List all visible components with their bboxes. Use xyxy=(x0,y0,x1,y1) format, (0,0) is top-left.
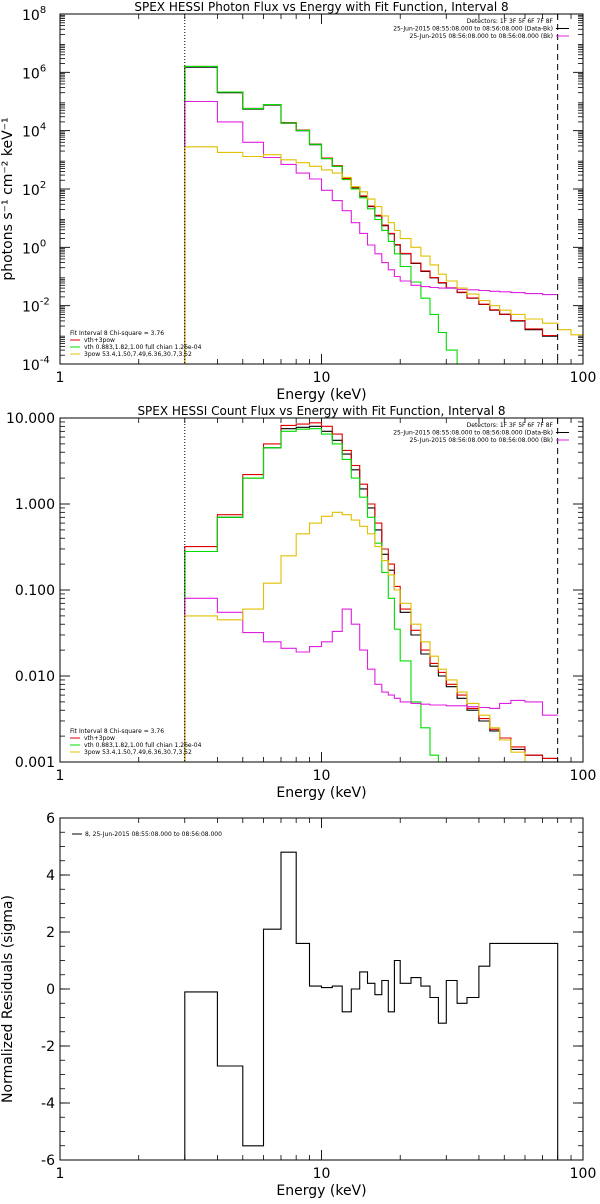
y-tick-label: 6 xyxy=(46,811,55,827)
x-tick-label: 10 xyxy=(313,1166,331,1182)
series-line-1 xyxy=(184,851,559,1160)
y-tick-base: 10 xyxy=(22,66,40,82)
legend-top-right-entry: Detectors: 1F 3F 5F 6F 7F 8F xyxy=(467,422,554,429)
series-line-3 xyxy=(184,428,558,762)
x-tick-label: 100 xyxy=(570,768,597,784)
series-line-4 xyxy=(184,597,558,762)
y-tick-label: 4 xyxy=(46,868,55,884)
legend-bottom-left-entry: vth+3pow xyxy=(84,337,115,344)
y-tick-label: 2 xyxy=(46,925,55,941)
y-tick-label: 1.000 xyxy=(15,497,55,513)
y-tick-label: -2 xyxy=(41,1039,55,1055)
x-tick-label: 1 xyxy=(56,370,65,386)
chart-title: SPEX HESSI Count Flux vs Energy with Fit… xyxy=(137,404,505,418)
y-tick-exponent: 4 xyxy=(40,122,46,133)
y-tick-label: 0.010 xyxy=(15,669,55,685)
y-tick-label: 0.100 xyxy=(15,583,55,599)
y-tick-label: -4 xyxy=(41,1096,55,1112)
legend-bottom-left-entry: Fit Interval 8 Chi-square = 3.76 xyxy=(70,330,164,337)
series-line-5 xyxy=(184,146,583,364)
x-tick-label: 100 xyxy=(570,1166,597,1182)
y-axis-label: Normalized Residuals (sigma) xyxy=(0,895,16,1103)
y-tick-label: 106 xyxy=(22,63,46,82)
y-tick-label: 10-4 xyxy=(22,355,50,374)
y-tick-base: 10 xyxy=(22,241,40,257)
y-tick-base: 10 xyxy=(22,125,40,141)
series-line-3 xyxy=(184,65,558,364)
x-axis-label: Energy (keV) xyxy=(276,387,366,403)
legend-bottom-left-entry: vth+3pow xyxy=(84,735,115,742)
plot-frame xyxy=(59,13,584,365)
y-tick-label: 100 xyxy=(22,238,46,257)
y-tick-label: 10.000 xyxy=(6,411,55,427)
legend-bottom-left-entry: vth 0.883,1.82,1.00 full chian 1.26e-04 xyxy=(84,344,202,351)
y-tick-exponent: -2 xyxy=(40,297,50,308)
y-tick-exponent: 0 xyxy=(40,238,46,249)
series-group xyxy=(184,65,583,364)
y-axis-label: photons s⁻¹ cm⁻² keV⁻¹ xyxy=(0,117,16,280)
x-axis-label: Energy (keV) xyxy=(276,785,366,801)
legend-bottom-left-entry: 3pow 53.4,1.50,7.49,6.36,30.7,3.52 xyxy=(84,749,192,756)
legend-top-right-entry: 25-Jun-2015 08:55:08.000 to 08:56:08.000… xyxy=(393,430,553,437)
chart-panel-1: SPEX HESSI Photon Flux vs Energy with Fi… xyxy=(0,0,596,403)
y-tick-label: 0 xyxy=(46,982,55,998)
legend-top-right-entry: Detectors: 1F 3F 5F 6F 7F 8F xyxy=(467,18,554,25)
legend-bottom-left-entry: 3pow 53.4,1.50,7.49,6.36,30.7,3.52 xyxy=(84,351,192,358)
legend-top-right-entry: 25-Jun-2015 08:56:08.000 to 08:56:08.000… xyxy=(410,33,553,40)
y-tick-label: 108 xyxy=(22,5,46,24)
legend-top-left-entry: 8, 25-Jun-2015 08:55:08.000 to 08:56:08.… xyxy=(85,831,222,838)
y-tick-exponent: 2 xyxy=(40,180,46,191)
x-tick-label: 1 xyxy=(56,1166,65,1182)
legend-bottom-left-entry: vth 0.883,1.82,1.00 full chian 1.26e-04 xyxy=(84,742,202,749)
series-group xyxy=(184,851,559,1160)
chart-title: SPEX HESSI Photon Flux vs Energy with Fi… xyxy=(134,0,508,14)
series-line-5 xyxy=(184,511,583,762)
legend-top-right-entry: 25-Jun-2015 08:55:08.000 to 08:56:08.000… xyxy=(393,26,553,33)
y-tick-label: 102 xyxy=(22,180,46,199)
legend-bottom-left-entry: Fit Interval 8 Chi-square = 3.76 xyxy=(70,728,164,735)
y-tick-exponent: -4 xyxy=(40,355,50,366)
y-tick-base: 10 xyxy=(22,183,40,199)
series-group xyxy=(184,422,583,762)
plot-frame xyxy=(59,417,584,763)
y-tick-exponent: 8 xyxy=(40,5,46,16)
y-tick-exponent: 6 xyxy=(40,63,46,74)
plot-frame xyxy=(59,817,584,1161)
x-tick-label: 1 xyxy=(56,768,65,784)
y-tick-base: 10 xyxy=(22,300,40,316)
y-tick-base: 10 xyxy=(22,358,40,374)
x-tick-label: 100 xyxy=(570,370,597,386)
legend-top-right-entry: 25-Jun-2015 08:56:08.000 to 08:56:08.000… xyxy=(410,437,553,444)
x-tick-label: 10 xyxy=(313,768,331,784)
chart-panel-2: SPEX HESSI Count Flux vs Energy with Fit… xyxy=(6,404,596,801)
series-line-4 xyxy=(184,100,558,364)
y-tick-label: 10-2 xyxy=(22,297,50,316)
y-tick-label: 0.001 xyxy=(15,755,55,771)
chart-panel-3: 1 10 100 Energy (keV) -6 -4 -2 0 2 4 6 Normalized R… xyxy=(0,811,596,1199)
y-tick-base: 10 xyxy=(22,8,40,24)
y-tick-label: -6 xyxy=(41,1153,55,1169)
x-tick-label: 10 xyxy=(313,370,331,386)
y-tick-label: 104 xyxy=(22,122,46,141)
x-axis-label: Energy (keV) xyxy=(276,1183,366,1199)
